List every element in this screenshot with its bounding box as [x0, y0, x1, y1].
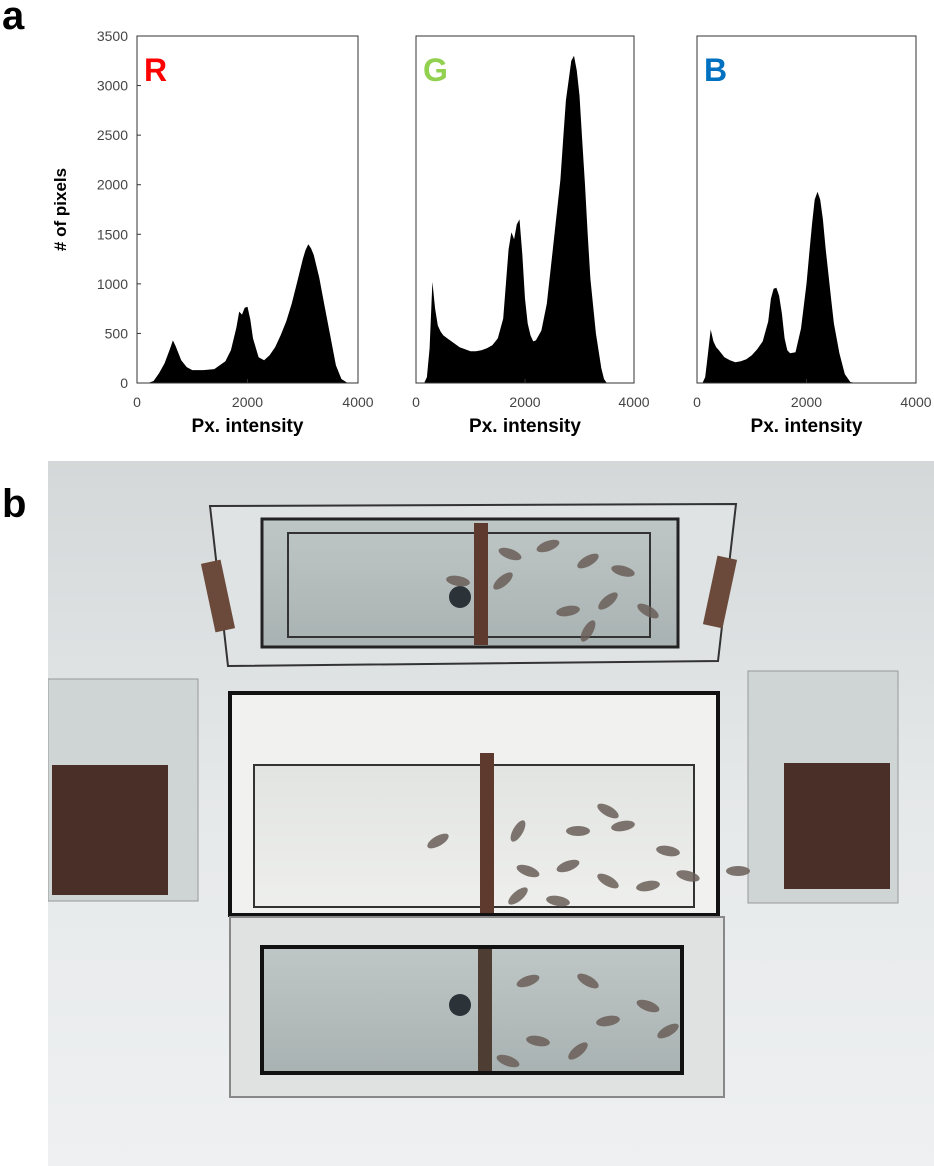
fish [596, 1015, 620, 1027]
fish [726, 866, 750, 876]
fish [656, 845, 680, 857]
fish [526, 1035, 550, 1047]
y-axis-label: # of pixels [51, 168, 70, 251]
fish [637, 603, 659, 619]
y-tick-label: 3500 [97, 28, 128, 44]
fish [598, 592, 618, 610]
fish [556, 605, 580, 617]
y-tick-label: 3000 [97, 78, 128, 94]
fish [516, 974, 540, 988]
channel-label-r: R [144, 52, 167, 88]
histogram-g-area [416, 55, 634, 384]
x-tick-label: 2000 [232, 394, 263, 410]
fish [597, 803, 619, 819]
fish [577, 553, 599, 569]
y-tick-label: 1500 [97, 226, 128, 242]
fish [510, 820, 526, 842]
x-tick-label: 0 [693, 394, 701, 410]
fish [546, 895, 570, 907]
fish [611, 820, 635, 832]
x-tick-label: 0 [133, 394, 141, 410]
y-tick-label: 2500 [97, 127, 128, 143]
x-axis-label: Px. intensity [192, 416, 304, 437]
middle-divider [480, 753, 494, 913]
upper-divider [474, 523, 488, 645]
fish [676, 870, 700, 882]
y-tick-label: 1000 [97, 276, 128, 292]
upper-tank-water [260, 517, 680, 649]
channel-label-g: G [423, 52, 448, 88]
lower-divider [478, 949, 492, 1071]
fish [493, 572, 513, 590]
fish [508, 887, 528, 905]
channel-label-b: B [704, 52, 727, 88]
fish [580, 620, 596, 642]
x-tick-label: 4000 [342, 394, 373, 410]
x-tick-label: 0 [412, 394, 420, 410]
fish [516, 864, 540, 878]
x-tick-label: 2000 [791, 394, 822, 410]
x-tick-label: 4000 [900, 394, 931, 410]
fish [636, 880, 660, 892]
fish [496, 1054, 520, 1068]
x-axis-label: Px. intensity [469, 416, 581, 437]
y-tick-label: 0 [120, 375, 128, 391]
fish [498, 547, 522, 561]
right-side-reflection [784, 763, 890, 889]
right-clip [702, 555, 738, 629]
x-tick-label: 2000 [509, 394, 540, 410]
y-tick-label: 500 [105, 325, 129, 341]
y-tick-label: 2000 [97, 177, 128, 193]
histogram-r-area [137, 244, 358, 383]
histogram-charts: 0 2000 4000 0 500 1000 1500 2000 2500 3000 3500 Px.… [51, 28, 932, 437]
fish [611, 565, 635, 577]
fish [657, 1023, 679, 1039]
lower-target-dot [449, 994, 471, 1016]
x-axis-label: Px. intensity [751, 416, 863, 437]
fish [556, 859, 580, 873]
x-tick-label: 4000 [618, 394, 649, 410]
middle-tank-water [253, 764, 695, 908]
fish [566, 826, 590, 836]
upper-target-dot [449, 586, 471, 608]
left-side-reflection [52, 765, 168, 895]
fish [568, 1042, 588, 1060]
histogram-b-area [697, 191, 916, 383]
panel-label-b: b [2, 482, 27, 526]
fish [636, 999, 660, 1013]
aquarium-photo [48, 461, 934, 1166]
left-clip [200, 559, 236, 633]
fish [427, 833, 449, 849]
fish [577, 973, 599, 989]
lower-tank-water [260, 945, 684, 1075]
fish [446, 575, 470, 587]
panel-label-a: a [2, 0, 25, 38]
fish [597, 873, 619, 889]
fish [536, 539, 560, 553]
fish-group [427, 539, 750, 1068]
